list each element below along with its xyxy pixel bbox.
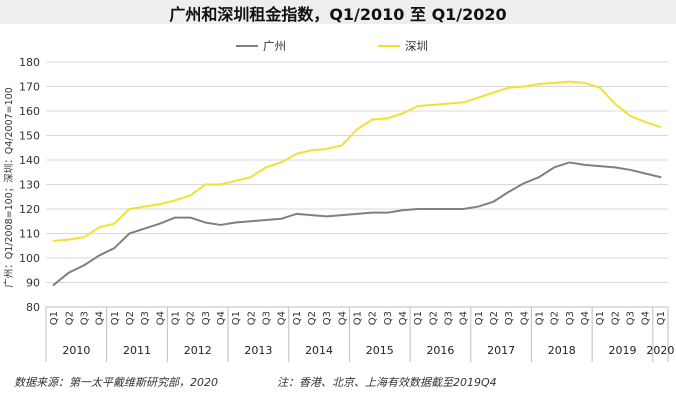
x-quarter-label: Q4 <box>519 311 530 325</box>
x-quarter-label: Q2 <box>186 311 197 325</box>
x-quarter-label: Q4 <box>95 311 106 325</box>
data-note: 注：香港、北京、上海有效数据截至2019Q4 <box>277 376 497 389</box>
x-quarter-label: Q1 <box>110 311 121 325</box>
x-quarter-label: Q1 <box>49 311 60 325</box>
y-tick-label: 130 <box>19 179 40 192</box>
y-tick-label: 160 <box>19 105 40 118</box>
y-tick-label: 110 <box>19 228 40 241</box>
x-quarter-label: Q3 <box>322 311 333 325</box>
x-quarter-label: Q1 <box>292 311 303 325</box>
y-tick-label: 150 <box>19 130 40 143</box>
x-quarter-label: Q3 <box>444 311 455 325</box>
x-quarter-label: Q2 <box>610 311 621 325</box>
y-tick-label: 170 <box>19 81 40 94</box>
x-quarter-label: Q3 <box>201 311 212 325</box>
x-year-label: 2016 <box>426 344 454 357</box>
y-tick-label: 80 <box>26 301 40 314</box>
x-year-label: 2017 <box>487 344 515 357</box>
chart-title: 广州和深圳租金指数，Q1/2010 至 Q1/2020 <box>169 5 507 24</box>
x-quarter-label: Q2 <box>246 311 257 325</box>
x-quarter-label: Q1 <box>656 311 667 325</box>
y-tick-label: 120 <box>19 203 40 216</box>
x-quarter-label: Q3 <box>565 311 576 325</box>
x-quarter-label: Q2 <box>550 311 561 325</box>
x-quarter-label: Q3 <box>383 311 394 325</box>
source-note: 数据来源：第一太平戴维斯研究部，2020 <box>14 376 218 389</box>
x-quarter-label: Q4 <box>459 311 470 325</box>
x-quarter-label: Q3 <box>504 311 515 325</box>
legend-label: 深圳 <box>405 39 428 53</box>
x-quarter-label: Q4 <box>337 311 348 325</box>
x-quarter-label: Q2 <box>489 311 500 325</box>
x-quarter-label: Q1 <box>474 311 485 325</box>
x-quarter-label: Q1 <box>535 311 546 325</box>
x-quarter-label: Q2 <box>64 311 75 325</box>
x-quarter-label: Q4 <box>155 311 166 325</box>
x-year-label: 2012 <box>184 344 212 357</box>
x-quarter-label: Q1 <box>413 311 424 325</box>
legend-label: 广州 <box>263 39 286 53</box>
x-quarter-label: Q3 <box>626 311 637 325</box>
footer: 数据来源：第一太平戴维斯研究部，2020 注：香港、北京、上海有效数据截至201… <box>14 374 497 390</box>
series-line-guangzhou <box>52 161 662 286</box>
title-bar <box>0 0 676 24</box>
x-year-label: 2010 <box>62 344 90 357</box>
x-quarter-label: Q4 <box>641 311 652 325</box>
x-quarter-label: Q4 <box>277 311 288 325</box>
x-year-label: 2014 <box>305 344 333 357</box>
series-line-shenzhen <box>52 80 662 242</box>
x-quarter-label: Q2 <box>428 311 439 325</box>
x-quarter-label: Q4 <box>398 311 409 325</box>
x-quarter-label: Q1 <box>353 311 364 325</box>
x-quarter-label: Q3 <box>79 311 90 325</box>
x-quarter-label: Q2 <box>125 311 136 325</box>
x-quarter-label: Q1 <box>170 311 181 325</box>
x-year-label: 2019 <box>608 344 636 357</box>
y-axis-label: 广州：Q1/2008=100；深圳：Q4/2007=100 <box>3 87 15 287</box>
x-quarter-label: Q3 <box>261 311 272 325</box>
y-tick-label: 100 <box>19 252 40 265</box>
y-tick-label: 140 <box>19 154 40 167</box>
x-year-label: 2020 <box>646 344 674 357</box>
x-quarter-label: Q2 <box>307 311 318 325</box>
x-quarter-label: Q4 <box>216 311 227 325</box>
x-year-label: 2013 <box>244 344 272 357</box>
y-tick-label: 180 <box>19 56 40 69</box>
x-quarter-label: Q1 <box>231 311 242 325</box>
y-tick-label: 90 <box>26 277 40 290</box>
x-quarter-label: Q4 <box>580 311 591 325</box>
x-quarter-label: Q1 <box>595 311 606 325</box>
x-year-label: 2011 <box>123 344 151 357</box>
x-quarter-label: Q2 <box>368 311 379 325</box>
x-year-label: 2018 <box>548 344 576 357</box>
x-quarter-label: Q3 <box>140 311 151 325</box>
x-year-label: 2015 <box>366 344 394 357</box>
